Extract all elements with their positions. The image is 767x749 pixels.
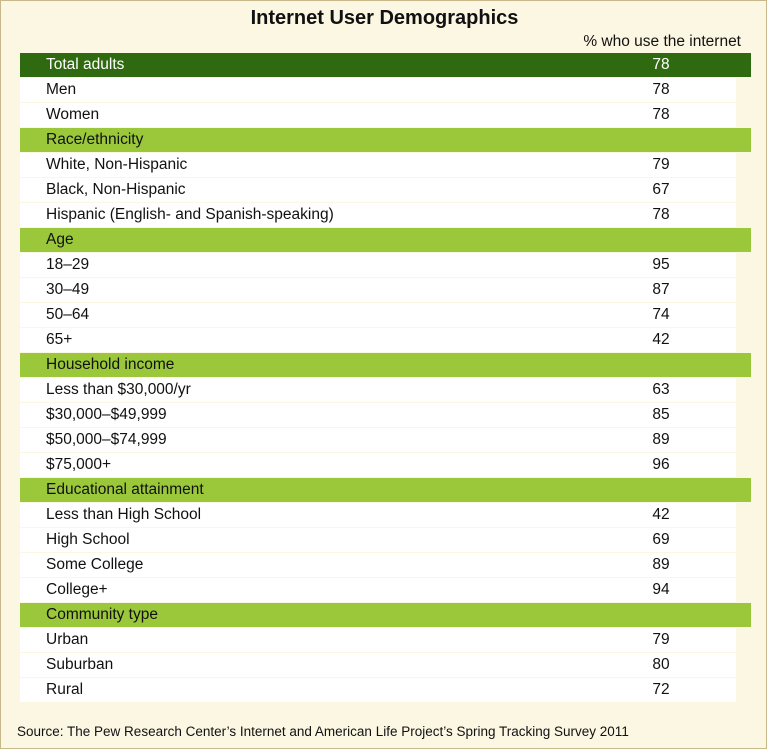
row-label: Suburban	[46, 656, 114, 673]
row-value: 78	[652, 56, 670, 73]
table-row: 18–29 95	[20, 253, 736, 277]
row-label: $75,000+	[46, 456, 112, 473]
section-header-row: Educational attainment	[20, 478, 751, 502]
table-row: Less than High School 42	[20, 503, 736, 527]
demographics-table: Total adults 78 Men 78 Women 78 Race/ethnicity…	[20, 53, 751, 703]
table-row: Suburban 80	[20, 653, 736, 677]
table-row: White, Non-Hispanic 79	[20, 153, 736, 177]
row-value: 74	[652, 306, 670, 323]
row-label: Men	[46, 81, 77, 98]
row-value: 78	[652, 106, 670, 123]
row-value: 63	[652, 381, 670, 398]
value-column-header: % who use the internet	[583, 33, 741, 50]
row-label: Black, Non-Hispanic	[46, 181, 186, 198]
section-header-row: Age	[20, 228, 751, 252]
row-value: 42	[652, 331, 670, 348]
row-label: Women	[46, 106, 100, 123]
row-label: Age	[46, 231, 74, 248]
section-header-row: Race/ethnicity	[20, 128, 751, 152]
row-label: Rural	[46, 681, 84, 698]
row-label: Race/ethnicity	[46, 131, 144, 148]
row-value: 78	[652, 81, 670, 98]
row-label: $50,000–$74,999	[46, 431, 167, 448]
row-label: Less than $30,000/yr	[46, 381, 191, 398]
row-label: Urban	[46, 631, 89, 648]
row-label: College+	[46, 581, 108, 598]
row-value: 69	[652, 531, 670, 548]
row-label: Less than High School	[46, 506, 202, 523]
chart-title: Internet User Demographics	[250, 7, 519, 29]
row-label: 30–49	[46, 281, 90, 298]
table-row: Less than $30,000/yr 63	[20, 378, 736, 402]
total-row: Total adults 78	[20, 53, 751, 77]
section-header-row: Community type	[20, 603, 751, 627]
table-row: 30–49 87	[20, 278, 736, 302]
source-note: Source: The Pew Research Center’s Intern…	[17, 724, 629, 739]
row-label: Some College	[46, 556, 144, 573]
row-label: Educational attainment	[46, 481, 204, 498]
row-label: Household income	[46, 356, 175, 373]
row-label: Community type	[46, 606, 158, 623]
table-row: High School 69	[20, 528, 736, 552]
row-value: 89	[652, 556, 670, 573]
row-value: 85	[652, 406, 670, 423]
table-row: $75,000+ 96	[20, 453, 736, 477]
table-row: Rural 72	[20, 678, 736, 702]
row-value: 94	[652, 581, 670, 598]
section-header-row: Household income	[20, 353, 751, 377]
table-row: College+ 94	[20, 578, 736, 602]
row-value: 67	[652, 181, 670, 198]
table-row: Men 78	[20, 78, 736, 102]
row-label: $30,000–$49,999	[46, 406, 167, 423]
row-value: 72	[652, 681, 670, 698]
row-label: Hispanic (English- and Spanish-speaking)	[46, 206, 334, 223]
row-value: 89	[652, 431, 670, 448]
row-label: High School	[46, 531, 130, 548]
table-row: Urban 79	[20, 628, 736, 652]
table-row: Some College 89	[20, 553, 736, 577]
table-row: 65+ 42	[20, 328, 736, 352]
row-value: 96	[652, 456, 670, 473]
table-row: 50–64 74	[20, 303, 736, 327]
row-label: 50–64	[46, 306, 90, 323]
row-label: 18–29	[46, 256, 90, 273]
row-value: 87	[652, 281, 670, 298]
row-value: 78	[652, 206, 670, 223]
table-row: Black, Non-Hispanic 67	[20, 178, 736, 202]
row-label: White, Non-Hispanic	[46, 156, 188, 173]
row-value: 80	[652, 656, 670, 673]
row-label: 65+	[46, 331, 73, 348]
row-value: 79	[652, 631, 670, 648]
table-row: Hispanic (English- and Spanish-speaking)…	[20, 203, 736, 227]
row-value: 95	[652, 256, 670, 273]
row-label: Total adults	[46, 56, 125, 73]
row-value: 79	[652, 156, 670, 173]
table-row: $50,000–$74,999 89	[20, 428, 736, 452]
table-row: Women 78	[20, 103, 736, 127]
table-row: $30,000–$49,999 85	[20, 403, 736, 427]
row-value: 42	[652, 506, 670, 523]
